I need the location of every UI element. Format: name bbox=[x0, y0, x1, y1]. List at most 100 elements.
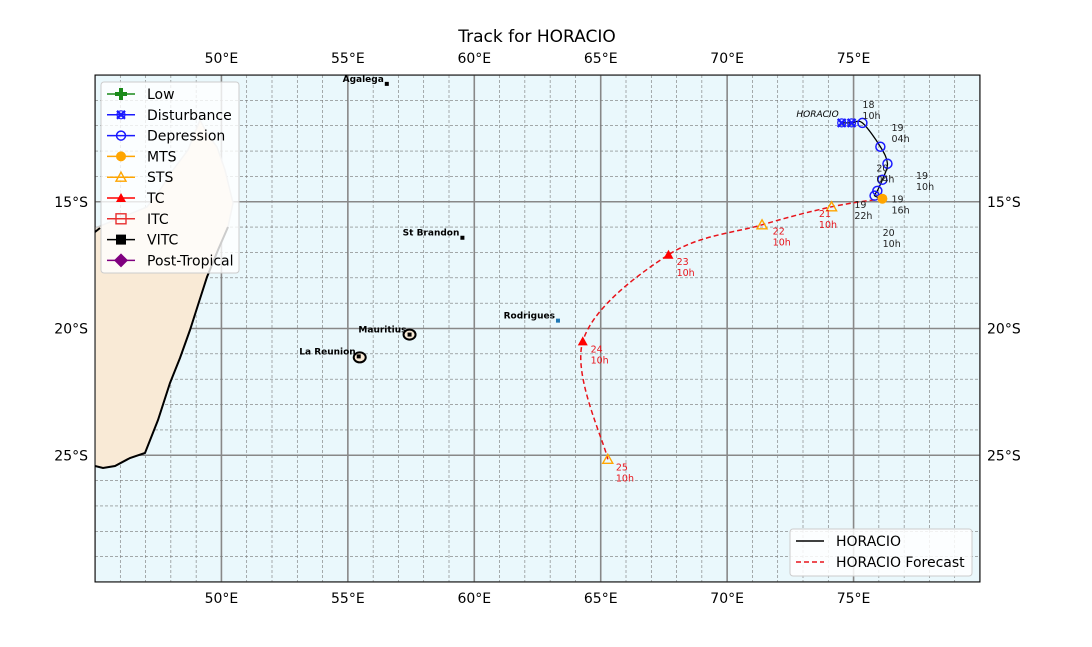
time-label-day: 20 bbox=[876, 163, 888, 174]
madagascar-coastline bbox=[95, 226, 229, 470]
x-tick-label-top: 55°E bbox=[331, 51, 365, 67]
time-label-hour: 16h bbox=[892, 205, 910, 216]
time-label-day: 25 bbox=[616, 462, 628, 473]
time-label-day: 19 bbox=[916, 171, 928, 182]
x-tick-label-top: 70°E bbox=[710, 51, 744, 67]
legend-label: VITC bbox=[147, 233, 178, 249]
disturbance-ring bbox=[116, 110, 126, 120]
storm-name-label: HORACIO bbox=[796, 110, 838, 120]
disturbance-ring bbox=[846, 118, 857, 128]
place-label: Agalega bbox=[343, 75, 384, 85]
forecast-point-marker bbox=[663, 249, 674, 259]
place-marker bbox=[460, 235, 465, 240]
place-marker bbox=[384, 81, 389, 86]
forecast-time-label: 24 10h bbox=[591, 345, 609, 367]
forecast-point-marker bbox=[577, 336, 588, 346]
place-marker bbox=[356, 354, 361, 359]
forecast-point-marker bbox=[601, 452, 614, 465]
x-tick-label-bottom: 65°E bbox=[584, 591, 618, 607]
time-label-day: 24 bbox=[591, 345, 603, 356]
y-tick-label-left: 20°S bbox=[54, 322, 88, 338]
place-marker bbox=[407, 332, 412, 337]
place-label: La Reunion bbox=[299, 347, 355, 357]
time-label-hour: 10h bbox=[677, 268, 695, 279]
x-tick-label-top: 50°E bbox=[205, 51, 239, 67]
observed-time-label: 19 04h bbox=[892, 123, 910, 145]
time-label-hour: 10h bbox=[862, 111, 880, 122]
x-tick-label-bottom: 60°E bbox=[457, 591, 491, 607]
observed-time-label: 20 04h bbox=[876, 163, 894, 185]
place-label: Mauritius bbox=[358, 326, 406, 336]
track-legend-label: HORACIO bbox=[836, 534, 901, 550]
time-label-day: 19 bbox=[892, 194, 904, 205]
legend-label: TC bbox=[146, 191, 165, 207]
legend-marker-itc bbox=[115, 213, 127, 225]
time-label-hour: 10h bbox=[616, 473, 634, 484]
forecast-track-line bbox=[580, 197, 883, 460]
legend-marker-sts bbox=[114, 170, 128, 182]
legend-marker-mts bbox=[116, 151, 126, 162]
legend-label: Low bbox=[147, 87, 175, 103]
track-legend-label: HORACIO Forecast bbox=[836, 555, 965, 571]
forecast-time-label: 21 10h bbox=[819, 209, 837, 231]
x-tick-label-bottom: 75°E bbox=[837, 591, 871, 607]
time-label-hour: 10h bbox=[883, 239, 901, 250]
time-label-hour: 22h bbox=[854, 211, 872, 222]
x-tick-label-bottom: 70°E bbox=[710, 591, 744, 607]
intensity-legend bbox=[100, 81, 240, 274]
y-tick-label-right: 25°S bbox=[987, 448, 1021, 464]
y-tick-label-right: 20°S bbox=[987, 322, 1021, 338]
legend-marker-tc bbox=[116, 193, 126, 202]
time-label-day: 19 bbox=[892, 123, 904, 134]
time-label-hour: 04h bbox=[876, 174, 894, 185]
observed-time-label: 19 16h bbox=[892, 194, 910, 216]
legend-marker-low bbox=[115, 88, 127, 100]
observed-point-marker bbox=[857, 117, 868, 129]
observed-time-label: 19 22h bbox=[854, 200, 872, 222]
x-tick-label-bottom: 55°E bbox=[331, 591, 365, 607]
x-tick-label-top: 65°E bbox=[584, 51, 618, 67]
time-label-day: 23 bbox=[677, 257, 689, 268]
time-label-day: 20 bbox=[883, 228, 895, 239]
y-tick-label-left: 25°S bbox=[54, 448, 88, 464]
map-frame bbox=[94, 74, 981, 583]
track-legend bbox=[789, 528, 973, 577]
legend-label: ITC bbox=[147, 212, 169, 228]
x-tick-label-bottom: 50°E bbox=[205, 591, 239, 607]
place-marker bbox=[555, 318, 560, 323]
madagascar-coastline-west bbox=[94, 227, 101, 233]
x-tick-label-top: 75°E bbox=[837, 51, 871, 67]
observed-point-marker bbox=[882, 158, 893, 169]
forecast-time-label: 22 10h bbox=[773, 227, 791, 249]
forecast-point-marker bbox=[755, 218, 769, 230]
legend-marker-vitc bbox=[116, 234, 126, 245]
legend-marker-post-tropical bbox=[114, 253, 128, 268]
x-tick-label-top: 60°E bbox=[457, 51, 491, 67]
observed-time-label: 20 10h bbox=[883, 228, 901, 250]
legend-label: Disturbance bbox=[147, 108, 232, 124]
chart-title: Track for HORACIO bbox=[457, 27, 616, 47]
time-label-hour: 10h bbox=[916, 182, 934, 193]
observed-point-marker bbox=[877, 193, 888, 204]
time-label-hour: 10h bbox=[591, 356, 609, 367]
place-label: St Brandon bbox=[403, 229, 460, 239]
legend-label: Depression bbox=[147, 129, 225, 145]
observed-point-marker bbox=[877, 174, 888, 185]
observed-time-label: 18 10h bbox=[862, 100, 880, 122]
forecast-point-marker bbox=[825, 200, 838, 212]
time-label-hour: 10h bbox=[819, 220, 837, 231]
time-label-day: 19 bbox=[854, 200, 866, 211]
time-label-hour: 04h bbox=[892, 134, 910, 145]
observed-time-label: 19 10h bbox=[916, 171, 934, 193]
time-label-day: 22 bbox=[773, 227, 785, 238]
time-label-day: 21 bbox=[819, 209, 831, 220]
y-tick-label-left: 15°S bbox=[54, 195, 88, 211]
legend-label: STS bbox=[147, 170, 173, 186]
legend-label: MTS bbox=[147, 149, 177, 165]
y-tick-label-right: 15°S bbox=[987, 195, 1021, 211]
forecast-time-label: 25 10h bbox=[616, 462, 634, 484]
time-label-day: 18 bbox=[862, 100, 874, 111]
place-label: Rodrigues bbox=[504, 312, 555, 322]
legend-label: Post-Tropical bbox=[147, 253, 234, 269]
